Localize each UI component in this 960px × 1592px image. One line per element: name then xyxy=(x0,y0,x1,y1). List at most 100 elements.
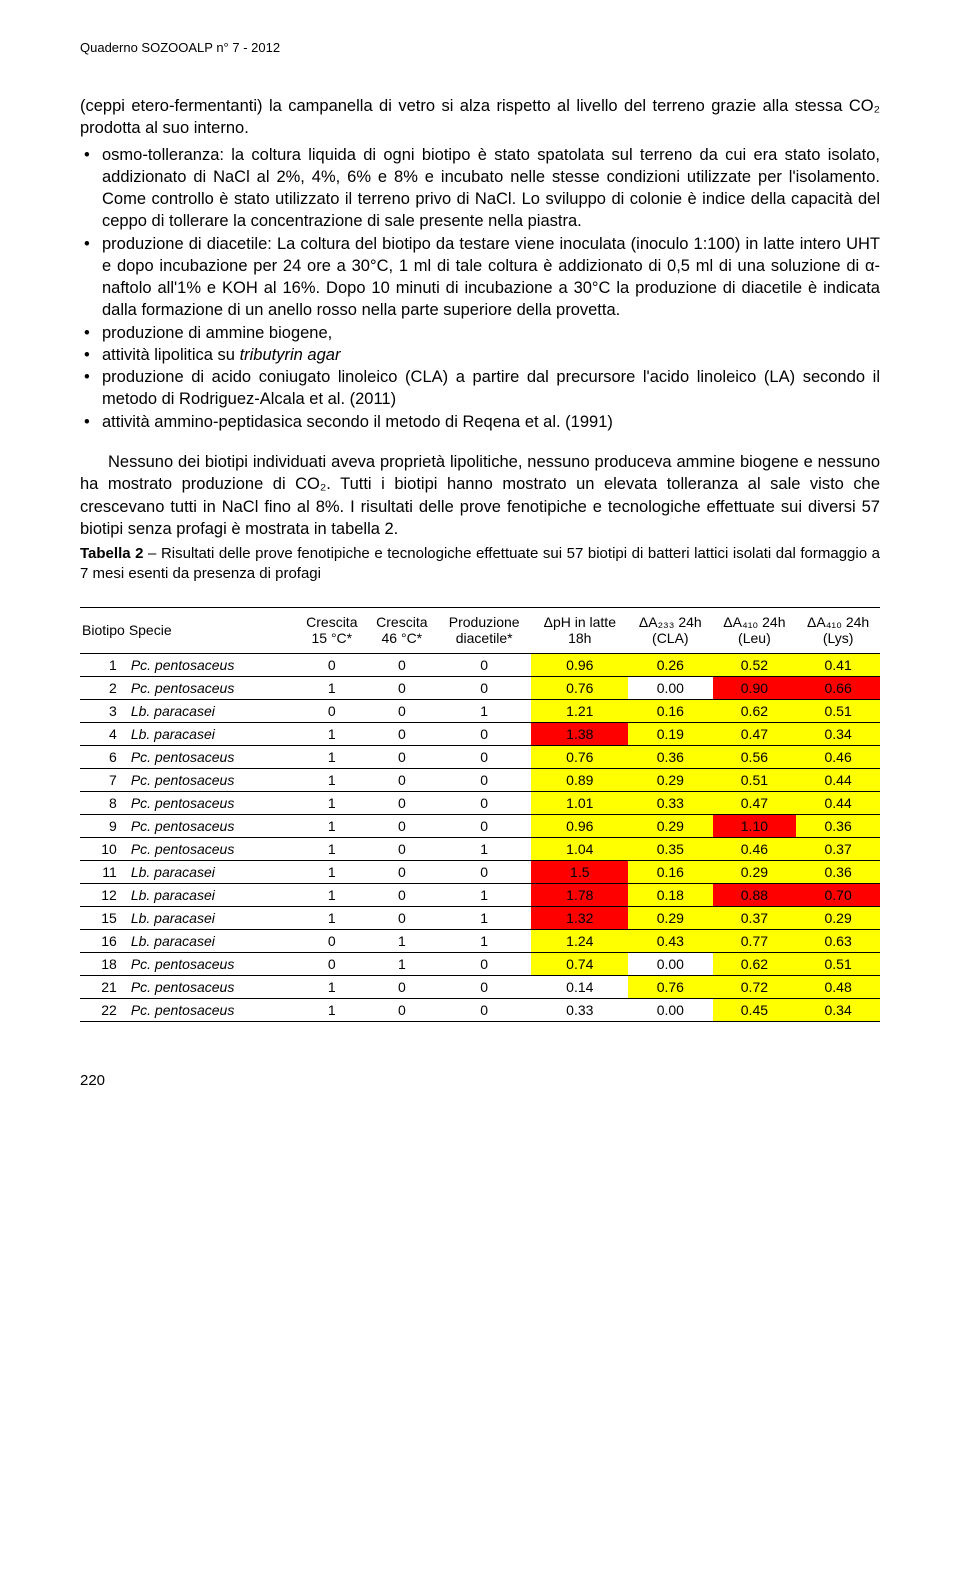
table-cell: Lb. paracasei xyxy=(127,907,297,930)
article-body: (ceppi etero-fermentanti) la campanella … xyxy=(80,95,880,540)
column-header: Crescita46 °C* xyxy=(367,607,437,654)
table-cell: 0.19 xyxy=(628,723,712,746)
bullet-list: osmo-tolleranza: la coltura liquida di o… xyxy=(80,144,880,433)
table-cell: 1.04 xyxy=(531,838,628,861)
table-cell: 0.46 xyxy=(713,838,797,861)
column-header: Biotipo xyxy=(80,607,127,654)
table-cell: 1.5 xyxy=(531,861,628,884)
table-cell: 1 xyxy=(297,907,367,930)
table-cell: 1 xyxy=(437,884,532,907)
table-cell: 0.29 xyxy=(796,907,880,930)
table-cell: 0 xyxy=(367,723,437,746)
table-cell: 0.89 xyxy=(531,769,628,792)
table-cell: Pc. pentosaceus xyxy=(127,838,297,861)
table-cell: 1 xyxy=(367,930,437,953)
table-row: 2Pc. pentosaceus1000.760.000.900.66 xyxy=(80,677,880,700)
table-cell: Lb. paracasei xyxy=(127,930,297,953)
table-cell: 0 xyxy=(297,654,367,677)
table-cell: 0.34 xyxy=(796,723,880,746)
list-item: attività lipolitica su tributyrin agar xyxy=(80,344,880,366)
column-header: ΔA₄₁₀ 24h(Lys) xyxy=(796,607,880,654)
table-cell: 10 xyxy=(80,838,127,861)
table-cell: Pc. pentosaceus xyxy=(127,999,297,1022)
column-header: Produzionediacetile* xyxy=(437,607,532,654)
table-cell: 0.16 xyxy=(628,861,712,884)
table-cell: Pc. pentosaceus xyxy=(127,792,297,815)
table-cell: 0 xyxy=(367,746,437,769)
table-cell: 0.48 xyxy=(796,976,880,999)
table-cell: 8 xyxy=(80,792,127,815)
table-cell: 0.66 xyxy=(796,677,880,700)
table-row: 3Lb. paracasei0011.210.160.620.51 xyxy=(80,700,880,723)
table-cell: 22 xyxy=(80,999,127,1022)
table-row: 8Pc. pentosaceus1001.010.330.470.44 xyxy=(80,792,880,815)
table-cell: 1 xyxy=(297,999,367,1022)
table-cell: 0.51 xyxy=(713,769,797,792)
table-cell: 1.38 xyxy=(531,723,628,746)
table-cell: 0 xyxy=(367,815,437,838)
table-cell: 0.77 xyxy=(713,930,797,953)
table-cell: 0 xyxy=(297,953,367,976)
table-cell: 0 xyxy=(437,654,532,677)
table-cell: 0.56 xyxy=(713,746,797,769)
table-cell: 0.47 xyxy=(713,792,797,815)
table-cell: 9 xyxy=(80,815,127,838)
table-cell: 1.10 xyxy=(713,815,797,838)
table-cell: 0.47 xyxy=(713,723,797,746)
table-cell: 1 xyxy=(297,723,367,746)
table-row: 4Lb. paracasei1001.380.190.470.34 xyxy=(80,723,880,746)
table-row: 6Pc. pentosaceus1000.760.360.560.46 xyxy=(80,746,880,769)
table-head: BiotipoSpecieCrescita15 °C*Crescita46 °C… xyxy=(80,607,880,654)
table-cell: 0.26 xyxy=(628,654,712,677)
table-cell: 0.90 xyxy=(713,677,797,700)
table-cell: 21 xyxy=(80,976,127,999)
table-cell: 18 xyxy=(80,953,127,976)
table-cell: 1.21 xyxy=(531,700,628,723)
table-body: 1Pc. pentosaceus0000.960.260.520.412Pc. … xyxy=(80,654,880,1022)
table-cell: 0.36 xyxy=(628,746,712,769)
table-cell: 0.44 xyxy=(796,792,880,815)
table-cell: 0.16 xyxy=(628,700,712,723)
table-cell: 0 xyxy=(297,700,367,723)
table-row: 16Lb. paracasei0111.240.430.770.63 xyxy=(80,930,880,953)
table-cell: 0 xyxy=(367,861,437,884)
table-cell: 0 xyxy=(367,792,437,815)
table-cell: 0.18 xyxy=(628,884,712,907)
table-cell: 12 xyxy=(80,884,127,907)
table-cell: 0 xyxy=(367,654,437,677)
table-cell: 0.41 xyxy=(796,654,880,677)
table-cell: 1 xyxy=(297,746,367,769)
table-cell: 0.76 xyxy=(531,677,628,700)
table-cell: 0.51 xyxy=(796,953,880,976)
table-cell: 0 xyxy=(437,953,532,976)
table-cell: 0.76 xyxy=(531,746,628,769)
table-cell: 0 xyxy=(437,976,532,999)
table-cell: 0.29 xyxy=(628,907,712,930)
paragraph-2: Nessuno dei biotipi individuati aveva pr… xyxy=(80,451,880,540)
table-cell: 0.34 xyxy=(796,999,880,1022)
table-row: 9Pc. pentosaceus1000.960.291.100.36 xyxy=(80,815,880,838)
table-cell: 1.78 xyxy=(531,884,628,907)
table-cell: 11 xyxy=(80,861,127,884)
list-item: produzione di ammine biogene, xyxy=(80,322,880,344)
table-cell: 1 xyxy=(437,930,532,953)
table-cell: 1 xyxy=(297,884,367,907)
table-cell: 0 xyxy=(367,884,437,907)
table-cell: 0.29 xyxy=(713,861,797,884)
table-cell: 1 xyxy=(297,838,367,861)
table-cell: 0.35 xyxy=(628,838,712,861)
caption-label: Tabella 2 xyxy=(80,545,143,562)
list-item: produzione di acido coniugato linoleico … xyxy=(80,366,880,411)
table-cell: Pc. pentosaceus xyxy=(127,815,297,838)
table-row: 22Pc. pentosaceus1000.330.000.450.34 xyxy=(80,999,880,1022)
results-table: BiotipoSpecieCrescita15 °C*Crescita46 °C… xyxy=(80,607,880,1023)
table-cell: 0.76 xyxy=(628,976,712,999)
table-row: 18Pc. pentosaceus0100.740.000.620.51 xyxy=(80,953,880,976)
table-cell: 0.74 xyxy=(531,953,628,976)
table-row: 11Lb. paracasei1001.50.160.290.36 xyxy=(80,861,880,884)
table-cell: Lb. paracasei xyxy=(127,861,297,884)
table-cell: 0 xyxy=(367,999,437,1022)
column-header: ΔA₂₃₃ 24h(CLA) xyxy=(628,607,712,654)
table-cell: 1 xyxy=(437,838,532,861)
table-cell: 1 xyxy=(297,815,367,838)
